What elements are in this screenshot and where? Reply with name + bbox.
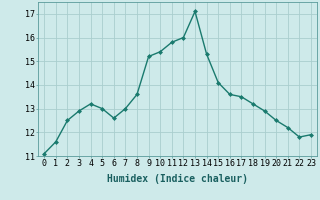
X-axis label: Humidex (Indice chaleur): Humidex (Indice chaleur) — [107, 174, 248, 184]
